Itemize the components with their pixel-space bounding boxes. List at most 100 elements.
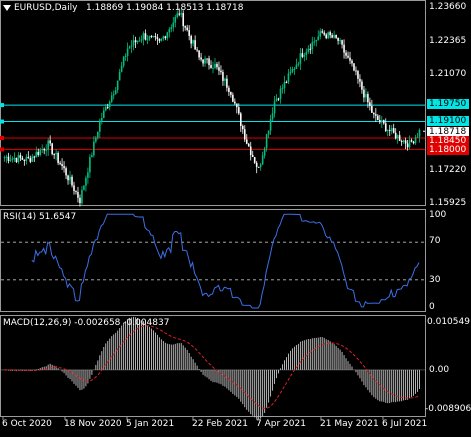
candle-body: [61, 164, 63, 167]
candle-body: [206, 58, 208, 60]
candle-body: [240, 113, 242, 126]
candle-body: [367, 94, 369, 103]
candle-body: [404, 140, 407, 144]
candle-body: [59, 162, 61, 165]
candle-body: [408, 140, 411, 148]
candle-body: [315, 40, 318, 42]
candle-body: [245, 139, 248, 144]
macd-title: MACD(12,26,9) -0.002658 -0.004837: [3, 318, 170, 328]
price-tick: 1.22365: [429, 36, 467, 46]
candle-body: [164, 36, 167, 39]
candle-body: [198, 50, 200, 58]
candle-body: [17, 155, 20, 163]
macd-signal-line: [4, 325, 420, 409]
candle-body: [347, 55, 349, 58]
candle-body: [25, 156, 28, 162]
candle-body: [259, 164, 262, 168]
candle-body: [345, 52, 347, 56]
candle-body: [331, 35, 333, 38]
candle-body: [87, 172, 89, 178]
candle-body: [309, 48, 312, 50]
candle-body: [369, 102, 371, 107]
candle-body: [122, 56, 125, 66]
level-marker-3: [0, 136, 4, 141]
candle-body: [146, 39, 149, 41]
candle-body: [359, 78, 361, 82]
candle-body: [188, 30, 190, 36]
level-badge-2: 1.19100: [427, 116, 469, 126]
candle-body: [241, 125, 244, 130]
rsi-line: [31, 213, 420, 309]
candle-body: [142, 33, 145, 40]
candle-body: [377, 115, 379, 121]
candle-body: [81, 189, 83, 204]
candle-body: [37, 151, 40, 155]
candle-body: [192, 40, 194, 44]
chart-title: EURUSD,Daily: [14, 3, 78, 13]
time-tick: 7 Apr 2021: [256, 419, 306, 429]
candle-body: [3, 157, 6, 159]
candle-body: [228, 87, 230, 93]
candle-body: [412, 141, 415, 144]
candle-body: [379, 120, 381, 123]
candle-body: [140, 39, 143, 41]
candle-body: [9, 159, 12, 161]
candle-body: [132, 40, 135, 46]
candle-body: [126, 48, 129, 56]
macd-tick: 0.010549: [427, 317, 470, 327]
candle-body: [279, 88, 282, 99]
macd-panel-frame: [0, 315, 426, 417]
candle-body: [375, 114, 377, 116]
macd-tick: 0.00: [429, 365, 450, 375]
candle-body: [253, 157, 256, 163]
candle-body: [289, 71, 292, 74]
candle-body: [283, 81, 286, 88]
candle-body: [232, 94, 234, 102]
time-tick: 22 Feb 2021: [192, 419, 249, 429]
candle-body: [101, 117, 103, 121]
candle-body: [182, 13, 185, 27]
candle-body: [263, 148, 266, 156]
candle-body: [47, 140, 49, 150]
candle-body: [180, 13, 183, 15]
time-tick: 5 Jan 2021: [126, 419, 175, 429]
candle-body: [13, 158, 16, 160]
candle-body: [281, 87, 284, 89]
candle-body: [291, 69, 294, 72]
candle-body: [214, 63, 216, 68]
candle-body: [77, 192, 79, 198]
candle-body: [335, 34, 337, 38]
candle-body: [154, 35, 157, 38]
candle-body: [311, 42, 314, 50]
candle-body: [303, 54, 306, 57]
level-marker-4: [0, 147, 4, 152]
level-badge-4: 1.18000: [427, 145, 469, 155]
candle-body: [353, 63, 355, 71]
candle-body: [89, 157, 91, 173]
candle-body: [27, 156, 30, 159]
time-tick: 21 May 2021: [320, 419, 379, 429]
level-marker-1: [0, 103, 4, 108]
candle-body: [321, 31, 324, 33]
candle-body: [190, 35, 192, 44]
candle-body: [136, 40, 139, 43]
candle-body: [295, 64, 298, 69]
candle-body: [5, 156, 8, 158]
dropdown-triangle-icon[interactable]: [3, 5, 11, 11]
candle-body: [194, 40, 196, 50]
candle-body: [384, 123, 387, 132]
candle-body: [160, 38, 163, 41]
candle-body: [158, 38, 161, 41]
candle-body: [106, 106, 109, 108]
candle-body: [118, 71, 121, 81]
candle-body: [97, 131, 99, 138]
candle-body: [222, 72, 224, 81]
candle-body: [138, 40, 141, 42]
candle-body: [416, 136, 419, 138]
price-tick: 1.17220: [429, 165, 467, 175]
candle-body: [251, 154, 254, 158]
candle-body: [327, 32, 329, 39]
candle-body: [224, 78, 226, 81]
candle-body: [152, 35, 155, 37]
